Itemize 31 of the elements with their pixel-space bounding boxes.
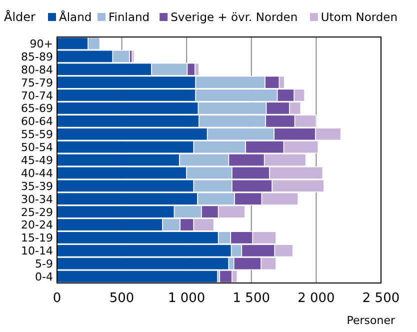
y-tick-label: 0-4 [35,270,53,284]
y-tick-label: 35-39 [21,180,53,193]
x-tick-label: 2 000 [298,291,335,306]
y-tick-label: 5-9 [35,258,53,271]
y-tick-label: 45-49 [21,154,53,167]
y-tick-label: 85-89 [21,50,53,64]
legend-label: Utom Norden [320,10,398,24]
y-tick-label: 40-44 [21,166,53,180]
x-tick-label: 2 500 [362,291,400,306]
y-tick-label: 90+ [30,37,53,50]
x-tick-label: 500 [109,291,134,306]
y-tick-label: 25-29 [21,206,53,219]
y-tick-label: 15-19 [21,232,53,245]
legend-label: Åland [59,10,92,24]
y-tick-label: 10-14 [21,244,53,258]
x-tick-label: 0 [52,291,62,306]
legend-label: Finland [108,10,150,24]
y-axis-title: Ålder [4,9,36,24]
legend-label: Sverige + övr. Norden [170,10,298,24]
y-tick-label: 80-84 [21,63,53,76]
y-tick-label: 20-24 [21,218,53,232]
y-tick-label: 55-59 [21,128,53,142]
x-axis-title: Personer [346,314,396,327]
x-tick-label: 1 000 [168,291,206,306]
y-tick-label: 60-64 [21,115,53,128]
x-tick-label: 1 500 [232,291,270,306]
y-tick-label: 70-74 [21,89,53,102]
y-tick-label: 75-79 [21,76,53,90]
y-tick-label: 65-69 [21,102,53,116]
y-tick-label: 50-54 [21,141,53,154]
y-tick-label: 30-34 [21,192,53,206]
